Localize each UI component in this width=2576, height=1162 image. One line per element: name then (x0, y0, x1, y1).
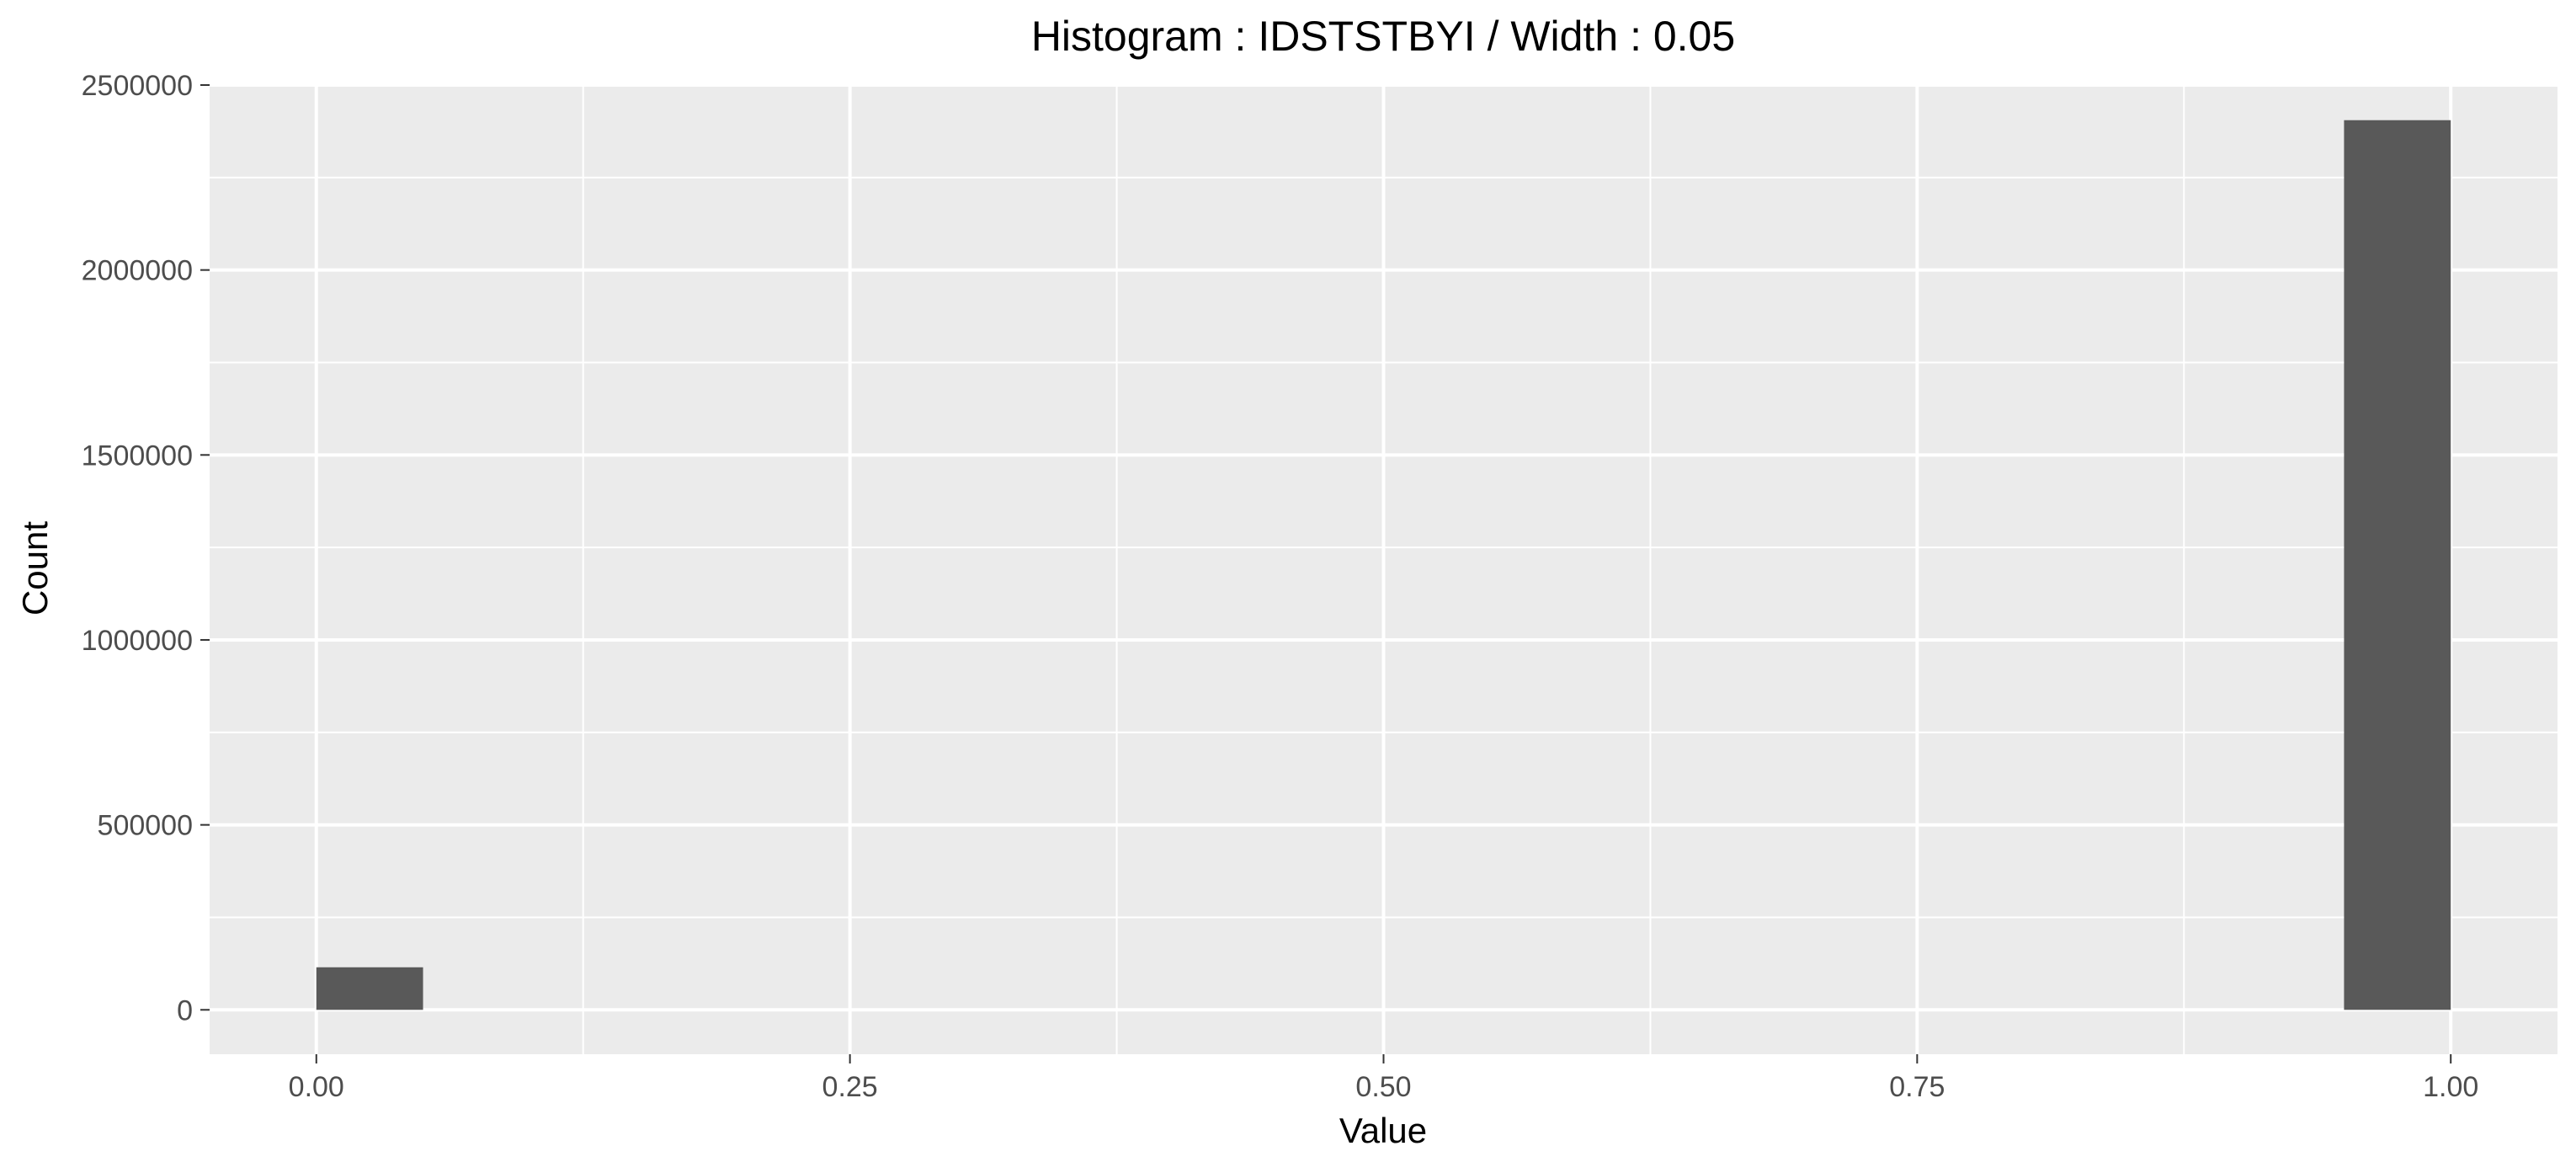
x-tick-label: 1.00 (2423, 1071, 2478, 1103)
x-axis: 0.00 0.25 0.50 0.75 1.00 (289, 1054, 2478, 1103)
histogram-bars (316, 120, 2451, 1010)
y-tick-label: 1500000 (82, 440, 193, 472)
chart-title: Histogram : IDSTSTBYI / Width : 0.05 (1031, 13, 1735, 60)
y-tick-label: 2500000 (82, 70, 193, 102)
x-tick-label: 0.50 (1355, 1071, 1411, 1103)
y-tick-label: 0 (177, 994, 193, 1026)
y-axis: 0 500000 1000000 1500000 2000000 2500000 (82, 70, 210, 1026)
y-tick-label: 1000000 (82, 625, 193, 657)
x-tick-label: 0.75 (1889, 1071, 1945, 1103)
y-tick-label: 2000000 (82, 255, 193, 287)
histogram-bar (316, 967, 423, 1010)
y-axis-title: Count (15, 521, 55, 616)
x-tick-label: 0.25 (822, 1071, 878, 1103)
x-tick-label: 0.00 (289, 1071, 344, 1103)
histogram-bar (2344, 120, 2451, 1010)
y-tick-label: 500000 (98, 810, 193, 842)
x-axis-title: Value (1339, 1111, 1427, 1150)
major-gridlines (210, 83, 2557, 1054)
